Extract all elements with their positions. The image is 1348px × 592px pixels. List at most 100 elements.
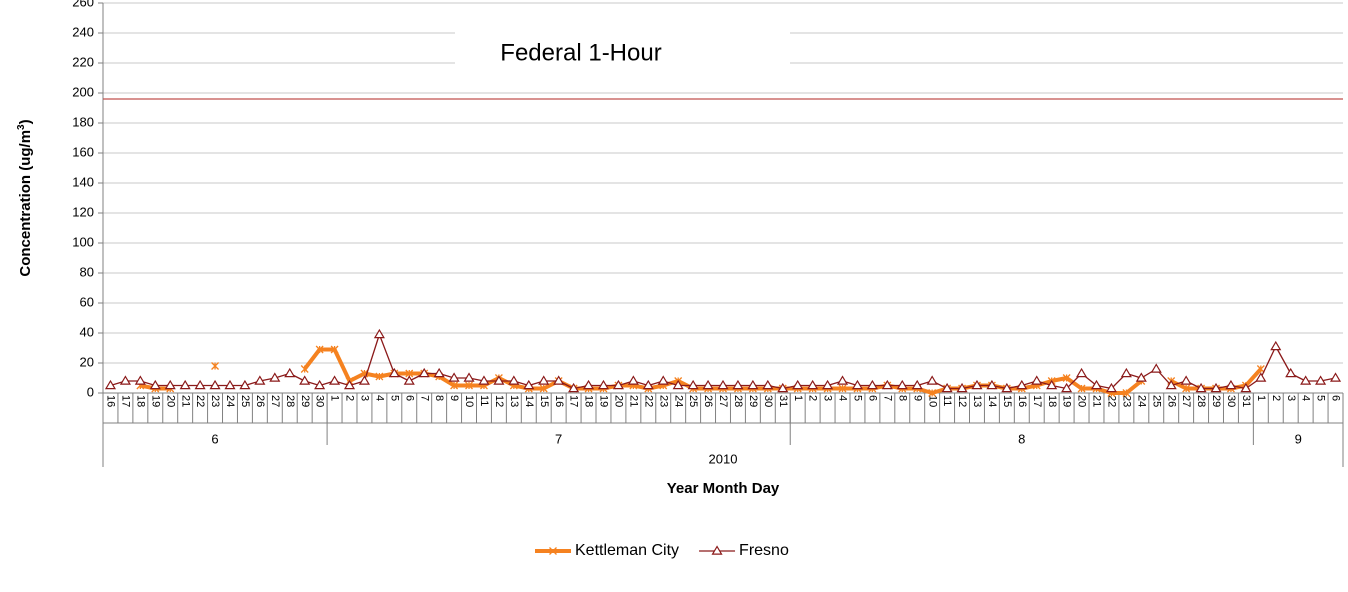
x-tick-label: 5 xyxy=(388,395,400,401)
marker xyxy=(1105,382,1117,393)
x-tick-label: 3 xyxy=(1285,395,1297,401)
marker xyxy=(672,379,684,390)
x-tick-label: 28 xyxy=(284,395,296,407)
marker xyxy=(627,375,639,385)
marker xyxy=(568,382,580,393)
marker xyxy=(657,375,669,385)
x-tick-label: 10 xyxy=(463,395,475,407)
y-axis-title: Concentration (ug/m3) xyxy=(16,119,34,276)
marker xyxy=(1077,384,1086,393)
x-tick-label: 2 xyxy=(1270,395,1282,401)
x-tick-label: 13 xyxy=(508,395,520,407)
annotation-box xyxy=(455,22,790,66)
x-tick-label: 20 xyxy=(1076,395,1088,407)
marker xyxy=(1062,374,1071,382)
marker xyxy=(433,367,445,378)
marker xyxy=(836,375,849,385)
marker xyxy=(777,382,789,393)
marker xyxy=(315,345,324,354)
marker xyxy=(1090,379,1103,390)
month-label: 8 xyxy=(1018,431,1025,446)
x-tick-label: 30 xyxy=(314,395,326,407)
marker xyxy=(239,379,251,390)
x-tick-label: 31 xyxy=(777,395,789,407)
x-tick-label: 3 xyxy=(359,395,371,401)
marker xyxy=(450,381,459,390)
marker xyxy=(717,379,729,390)
x-tick-label: 5 xyxy=(1315,395,1327,401)
x-tick-label: 4 xyxy=(837,395,849,401)
y-tick-label: 180 xyxy=(72,114,94,129)
x-tick-label: 25 xyxy=(1150,395,1162,407)
marker xyxy=(928,389,937,397)
marker xyxy=(702,379,714,390)
marker xyxy=(465,381,473,390)
marker xyxy=(254,375,266,385)
marker xyxy=(523,379,535,390)
x-tick-label: 23 xyxy=(209,395,221,407)
legend-label: Kettleman City xyxy=(575,542,679,559)
x-tick-label: 19 xyxy=(149,395,161,407)
y-axis-title-sup: 3 xyxy=(16,124,27,130)
marker xyxy=(1182,384,1191,393)
marker xyxy=(508,375,520,385)
x-tick-label: 1 xyxy=(792,395,804,401)
marker xyxy=(119,375,131,385)
marker xyxy=(896,379,908,390)
marker xyxy=(1210,382,1222,393)
x-tick-label: 3 xyxy=(822,395,834,401)
x-tick-label: 17 xyxy=(568,395,580,407)
x-tick-label: 28 xyxy=(732,395,744,407)
x-tick-label: 2 xyxy=(807,395,819,401)
x-tick-label: 27 xyxy=(717,395,729,407)
marker xyxy=(1150,363,1162,373)
marker xyxy=(941,382,953,393)
year-label: 2010 xyxy=(709,451,738,466)
y-tick-label: 200 xyxy=(72,84,94,99)
marker xyxy=(838,384,847,393)
x-tick-label: 12 xyxy=(493,395,505,407)
marker xyxy=(329,375,341,385)
x-tick-label: 8 xyxy=(896,395,908,401)
x-tick-label: 11 xyxy=(478,395,490,406)
y-tick-label: 260 xyxy=(72,0,94,9)
x-tick-label: 5 xyxy=(852,395,864,401)
marker xyxy=(1061,382,1073,393)
x-tick-label: 18 xyxy=(1046,395,1058,407)
marker xyxy=(418,367,430,378)
x-tick-label: 27 xyxy=(269,395,281,407)
x-tick-label: 15 xyxy=(538,395,550,407)
marker xyxy=(807,379,819,390)
marker xyxy=(1046,379,1058,390)
month-label: 7 xyxy=(555,431,562,446)
y-axis-title-text: Concentration (ug/m xyxy=(17,130,34,277)
x-tick-label: 4 xyxy=(373,395,385,401)
x-tick-label: 29 xyxy=(1210,395,1222,407)
marker xyxy=(642,379,654,390)
x-tick-label: 18 xyxy=(583,395,595,407)
x-tick-label: 6 xyxy=(1330,395,1342,401)
marker xyxy=(971,379,983,390)
x-tick-label: 27 xyxy=(1180,395,1192,407)
series xyxy=(104,328,1342,393)
x-tick-label: 10 xyxy=(926,395,938,407)
x-tick-label: 21 xyxy=(627,395,639,407)
y-tick-label: 160 xyxy=(72,144,94,159)
x-tick-label: 1 xyxy=(329,395,341,401)
x-tick-label: 7 xyxy=(881,395,893,401)
marker xyxy=(582,379,595,390)
marker xyxy=(299,375,311,385)
marker xyxy=(539,384,548,393)
x-tick-label: 1 xyxy=(1255,395,1267,401)
x-tick-label: 6 xyxy=(866,395,878,401)
x-tick-label: 8 xyxy=(433,395,445,401)
x-tick-label: 25 xyxy=(239,395,251,407)
y-tick-label: 100 xyxy=(72,234,94,249)
x-tick-label: 17 xyxy=(120,395,132,407)
x-tick-label: 22 xyxy=(642,395,654,407)
legend-marker xyxy=(549,547,557,555)
x-tick-label: 11 xyxy=(941,395,953,406)
marker xyxy=(612,379,624,390)
x-tick-label: 16 xyxy=(1016,395,1028,407)
